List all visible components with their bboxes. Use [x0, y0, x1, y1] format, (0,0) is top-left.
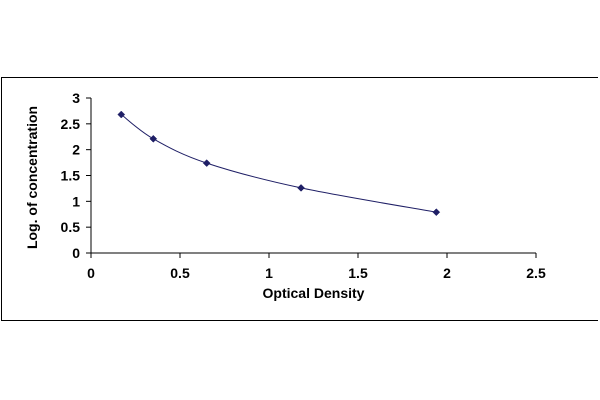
data-point [149, 134, 158, 143]
x-tick-label: 2.5 [526, 265, 546, 281]
data-point [297, 184, 305, 192]
x-tick-label: 0.5 [170, 265, 190, 281]
data-points [117, 110, 441, 217]
x-tick-label: 1 [265, 265, 273, 281]
x-tick-label: 2 [443, 265, 451, 281]
x-tick-label: 1.5 [348, 265, 368, 281]
y-tick-label: 1 [72, 193, 80, 209]
y-tick-label: 2.5 [61, 116, 81, 132]
y-axis-title: Log. of concentration [24, 106, 40, 249]
x-axis-title: Optical Density [263, 285, 365, 301]
x-tick-label: 0 [87, 265, 95, 281]
chart-frame [1, 77, 598, 321]
axes [90, 98, 536, 254]
ticks: 0 0.5 1 1.5 2 2.5 0 0.5 1 1.5 2 2.5 3 [61, 90, 546, 281]
y-tick-label: 1.5 [61, 168, 81, 184]
data-point [432, 208, 441, 217]
y-tick-label: 3 [72, 90, 80, 106]
data-point [117, 110, 126, 119]
y-tick-label: 2 [72, 142, 80, 158]
data-point [202, 159, 211, 167]
y-tick-label: 0 [72, 245, 80, 261]
y-tick-label: 0.5 [61, 219, 81, 235]
fitted-curve [120, 114, 437, 213]
